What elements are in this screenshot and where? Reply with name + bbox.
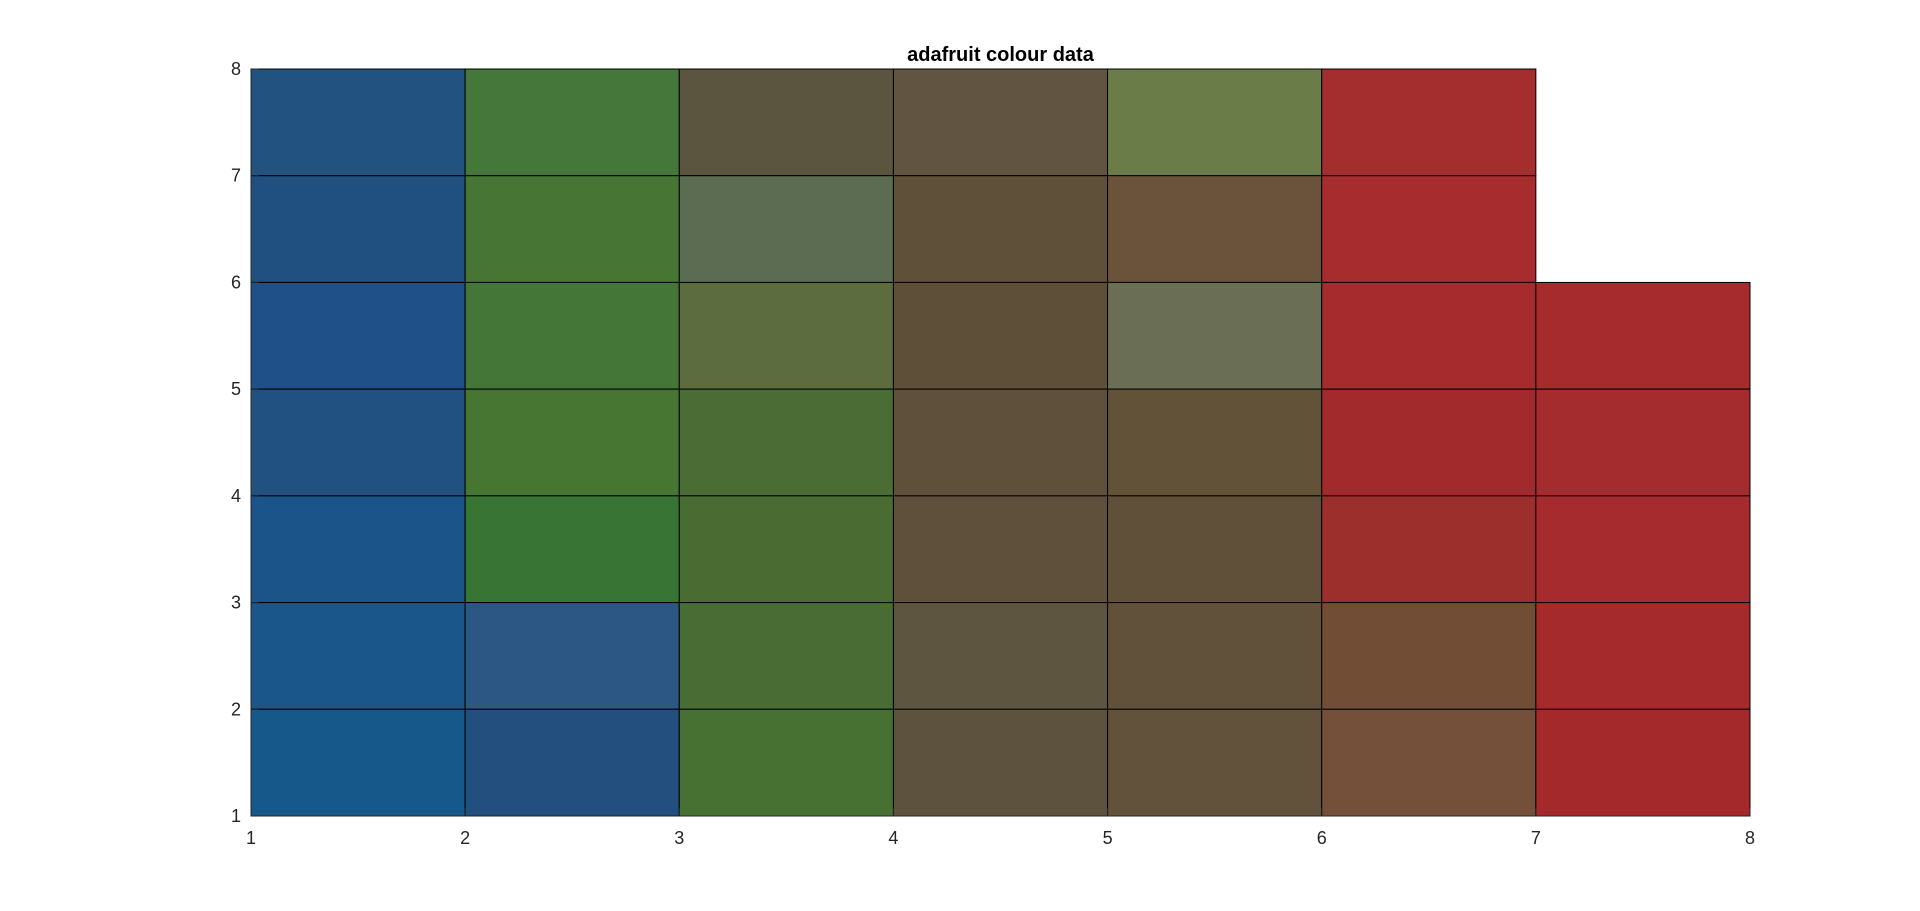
heatmap-cell <box>678 495 894 604</box>
heatmap-cell <box>892 281 1109 390</box>
heatmap-cell <box>678 602 894 710</box>
heatmap-cell <box>1535 602 1751 710</box>
heatmap-cell <box>250 708 466 817</box>
x-tick-label: 7 <box>1531 828 1541 848</box>
heatmap-cell <box>1107 175 1323 283</box>
axes <box>250 69 1750 817</box>
y-tick-label: 3 <box>231 593 241 613</box>
heatmap-cell <box>1107 281 1323 390</box>
heatmap-cell <box>678 708 894 817</box>
y-axis-ticks: 1 2 3 4 5 6 7 8 <box>231 59 259 826</box>
heatmap-cell <box>678 281 894 390</box>
heatmap-cell <box>1321 708 1537 817</box>
heatmap-cell <box>1535 281 1751 390</box>
y-tick-label: 4 <box>231 486 241 506</box>
heatmap-cell <box>1535 388 1751 497</box>
heatmap-cell <box>892 388 1109 497</box>
heatmap-cell <box>1535 708 1751 817</box>
heatmap-cell <box>250 602 466 710</box>
heatmap-cell <box>892 708 1109 817</box>
heatmap-cell <box>464 175 680 283</box>
heatmap-cell <box>1321 68 1537 177</box>
heatmap-cell <box>250 388 466 497</box>
heatmap-cell <box>250 281 466 390</box>
heatmap-cell <box>464 602 680 710</box>
heatmap-cell <box>464 281 680 390</box>
heatmap-cell <box>1321 602 1537 710</box>
heatmap-cell <box>1535 495 1751 604</box>
y-tick-label: 7 <box>231 166 241 186</box>
y-tick-label: 5 <box>231 379 241 399</box>
heatmap-cells <box>250 68 1751 817</box>
y-tick-label: 1 <box>231 806 241 826</box>
heatmap-cell <box>1321 281 1537 390</box>
heatmap-cell <box>464 495 680 604</box>
heatmap-cell <box>678 68 894 177</box>
x-axis-ticks: 1 2 3 4 5 6 7 8 <box>246 808 1755 848</box>
y-tick-label: 6 <box>231 272 241 292</box>
heatmap-cell <box>250 495 466 604</box>
x-tick-label: 3 <box>674 828 684 848</box>
x-tick-label: 4 <box>888 828 898 848</box>
heatmap-cell <box>678 388 894 497</box>
y-tick-label: 8 <box>231 59 241 79</box>
x-tick-label: 2 <box>460 828 470 848</box>
heatmap-cell <box>250 175 466 283</box>
heatmap-cell <box>892 68 1109 177</box>
heatmap-cell <box>892 175 1109 283</box>
heatmap-cell <box>464 708 680 817</box>
x-tick-label: 1 <box>246 828 256 848</box>
x-tick-label: 8 <box>1745 828 1755 848</box>
heatmap-cell <box>1107 68 1323 177</box>
x-tick-label: 5 <box>1103 828 1113 848</box>
heatmap-cell <box>1107 602 1323 710</box>
heatmap-cell <box>1321 388 1537 497</box>
heatmap-cell <box>250 68 466 177</box>
heatmap-cell <box>678 175 894 283</box>
heatmap-cell <box>1321 495 1537 604</box>
heatmap-cell <box>892 495 1109 604</box>
y-tick-label: 2 <box>231 699 241 719</box>
heatmap-cell <box>464 388 680 497</box>
heatmap-cell <box>892 602 1109 710</box>
chart-title: adafruit colour data <box>907 44 1095 66</box>
heatmap-cell <box>464 68 680 177</box>
heatmap-cell <box>1107 708 1323 817</box>
heatmap-cell <box>1321 175 1537 283</box>
heatmap-cell <box>1107 495 1323 604</box>
x-tick-label: 6 <box>1317 828 1327 848</box>
heatmap-cell <box>1107 388 1323 497</box>
